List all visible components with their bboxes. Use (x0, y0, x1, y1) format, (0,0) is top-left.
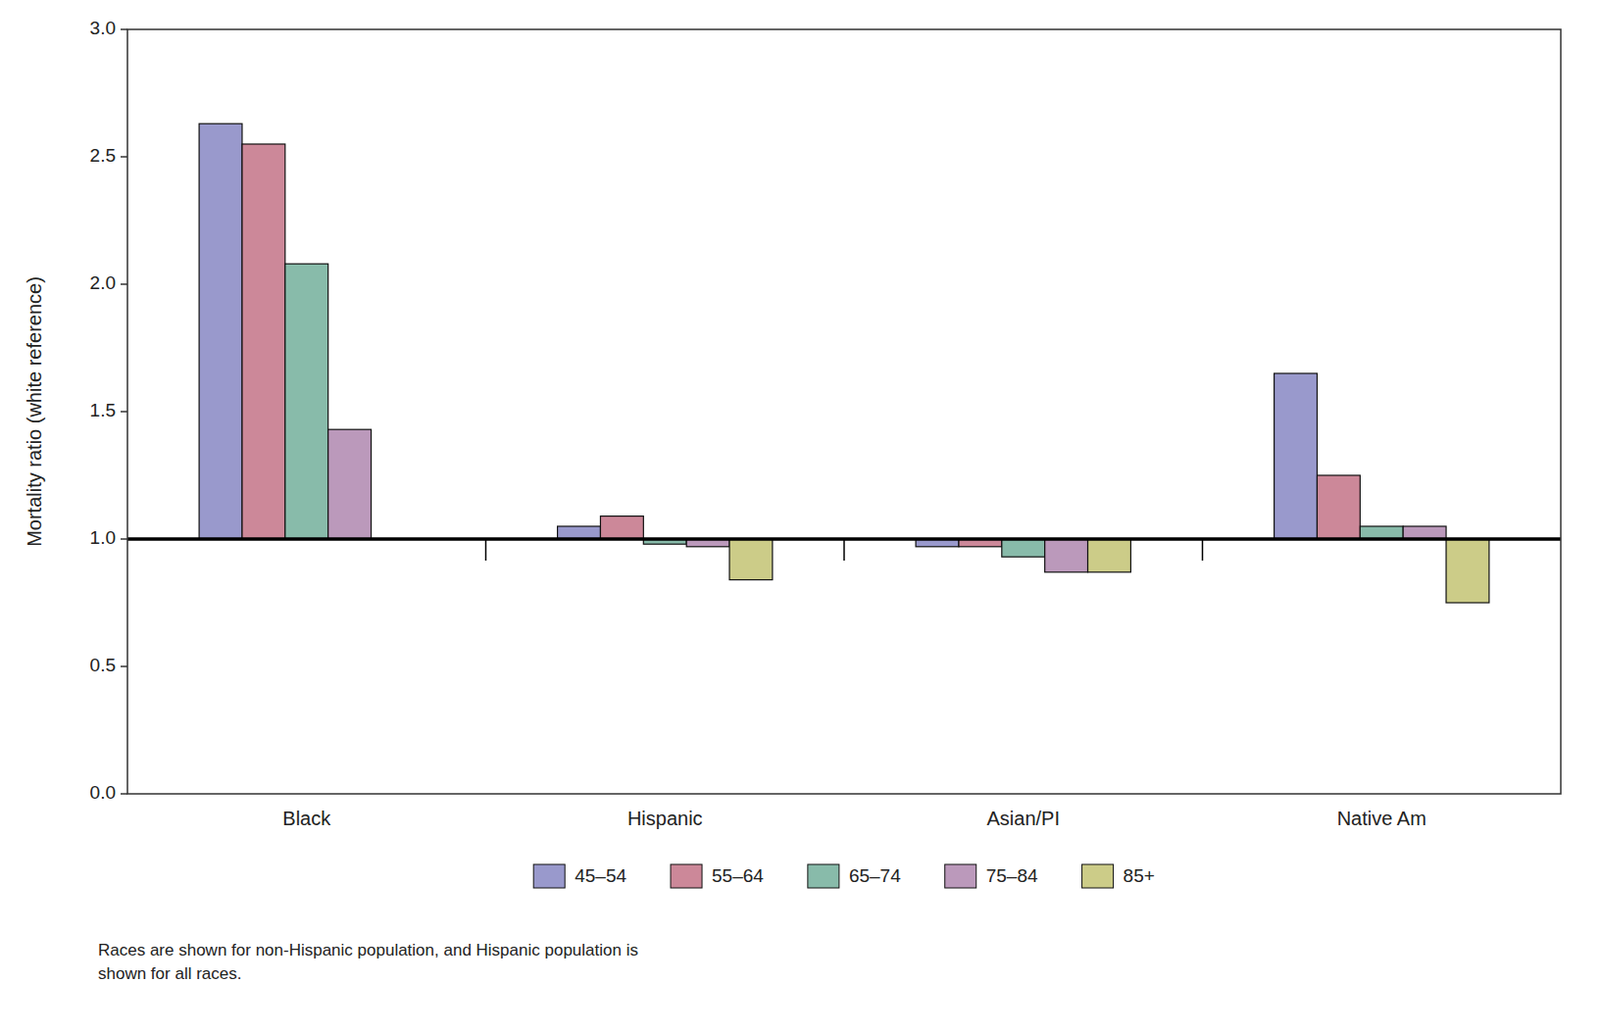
y-axis: 0.0 0.5 1.0 1.5 2.0 2.5 3.0 (90, 17, 128, 803)
x-axis: Black Hispanic Asian/PI Native Am (282, 807, 1427, 830)
bar (285, 263, 329, 540)
bar (1446, 539, 1490, 603)
x-tick-label: Asian/PI (987, 807, 1060, 830)
legend-item: 75–84 (945, 864, 1039, 889)
y-tick (120, 28, 128, 31)
y-axis-label: Mortality ratio (white reference) (23, 276, 46, 548)
bar (1001, 539, 1046, 557)
bar (1359, 526, 1403, 540)
footnote-line: shown for all races. (98, 964, 242, 984)
legend: 45–54 55–64 65–74 75–84 85+ (533, 864, 1155, 889)
x-tick-label: Native Am (1337, 807, 1427, 830)
chart: 0.0 0.5 1.0 1.5 2.0 2.5 3.0 Mortality ratio (wh… (0, 0, 1600, 1032)
legend-label: 55–64 (711, 865, 764, 887)
bar (1045, 539, 1089, 573)
y-tick-label: 1.0 (90, 527, 116, 549)
y-tick (120, 155, 128, 158)
group-divider (1201, 539, 1204, 561)
group-divider (843, 539, 846, 561)
bars (127, 123, 1561, 603)
y-tick (120, 665, 128, 668)
y-tick (120, 538, 128, 541)
legend-swatch (945, 864, 977, 889)
bar (242, 144, 286, 540)
legend-label: 65–74 (849, 865, 901, 887)
x-tick-label: Hispanic (627, 807, 703, 830)
bar (557, 526, 601, 540)
y-tick (120, 410, 128, 413)
bar (600, 516, 644, 540)
legend-swatch (533, 864, 565, 889)
footnote: Races are shown for non-Hispanic populat… (98, 941, 639, 984)
y-tick-label: 0.0 (90, 782, 116, 803)
y-tick-label: 2.0 (90, 272, 116, 294)
footnote-line: Races are shown for non-Hispanic populat… (98, 941, 639, 960)
bar (328, 429, 372, 540)
y-tick-label: 1.5 (90, 400, 116, 421)
bar (729, 539, 773, 581)
legend-swatch (1082, 864, 1114, 889)
legend-label: 45–54 (574, 865, 627, 887)
legend-swatch (670, 864, 702, 889)
y-tick-label: 3.0 (90, 17, 116, 39)
bar (1274, 373, 1318, 540)
bar (199, 123, 243, 540)
legend-item: 85+ (1082, 864, 1155, 889)
bar (1316, 475, 1360, 540)
y-tick (120, 283, 128, 286)
legend-item: 55–64 (670, 864, 764, 889)
group-divider (485, 539, 488, 561)
x-tick-label: Black (282, 807, 332, 830)
y-tick-label: 0.5 (90, 654, 116, 676)
legend-swatch (807, 864, 840, 889)
plot-frame (127, 29, 1561, 795)
bar (1088, 539, 1132, 573)
legend-label: 75–84 (986, 865, 1039, 887)
bar (1402, 526, 1447, 540)
y-tick-label: 2.5 (90, 145, 116, 166)
legend-label: 85+ (1123, 865, 1155, 887)
legend-item: 65–74 (807, 864, 901, 889)
y-tick (120, 793, 128, 796)
legend-item: 45–54 (533, 864, 627, 889)
